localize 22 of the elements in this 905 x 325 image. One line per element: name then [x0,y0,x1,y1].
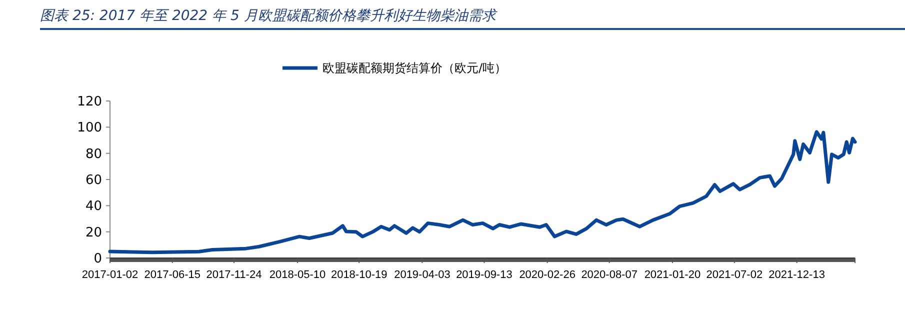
x-tick-label: 2021-12-13 [768,269,825,281]
x-tick-label: 2019-04-03 [394,269,450,281]
y-tick-label: 100 [77,120,102,136]
legend-label: 欧盟碳配额期货结算价（欧元/吨） [322,61,507,76]
x-tick-label: 2021-07-02 [706,269,763,281]
chart-title: 图表 25: 2017 年至 2022 年 5 月欧盟碳配额价格攀升利好生物柴油需求 [40,8,498,24]
y-tick-label: 60 [85,173,102,188]
x-tick-label: 2017-01-02 [82,269,138,281]
x-tick-label: 2020-08-07 [581,269,638,281]
y-tick-label: 80 [85,146,102,162]
x-tick-label: 2017-06-15 [144,269,201,281]
y-tick-label: 0 [94,252,102,267]
line-series [108,130,857,254]
y-tick-label: 20 [85,225,102,240]
x-tick-label: 2021-01-20 [644,269,701,281]
y-tick-label: 40 [85,199,102,214]
y-tick-label: 120 [77,94,102,110]
x-tick-label: 2018-10-19 [330,269,388,281]
x-tick-label: 2018-05-10 [269,269,326,281]
x-tick-label: 2019-09-13 [456,269,512,281]
x-tick-label: 2020-02-26 [519,269,576,281]
x-tick-label: 2017-11-24 [206,269,262,281]
